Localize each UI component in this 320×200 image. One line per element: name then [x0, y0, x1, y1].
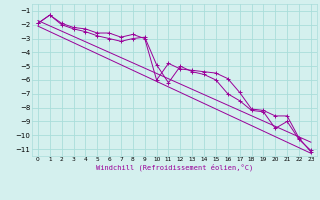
X-axis label: Windchill (Refroidissement éolien,°C): Windchill (Refroidissement éolien,°C) — [96, 164, 253, 171]
